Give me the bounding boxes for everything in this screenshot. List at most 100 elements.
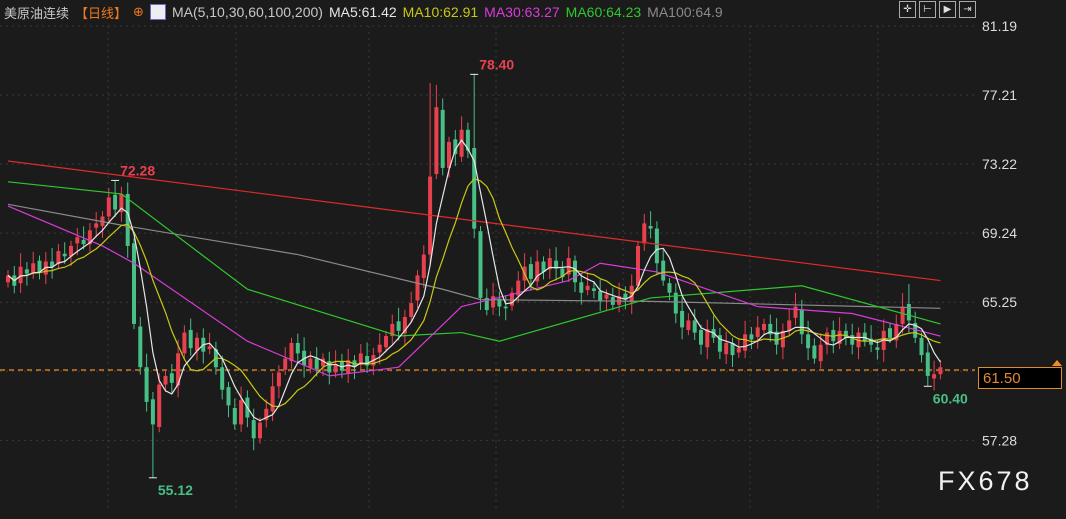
period-label[interactable]: 【日线】	[75, 6, 128, 22]
candle-body	[793, 306, 798, 318]
ma200-line	[7, 160, 941, 282]
candle-body	[163, 375, 168, 385]
candle-body	[888, 328, 892, 338]
candle-body	[465, 129, 470, 151]
crosshair-icon[interactable]: ✛	[899, 1, 916, 18]
candle-body	[491, 296, 496, 308]
candle-body	[339, 361, 344, 371]
candle-body	[396, 321, 401, 331]
candle-body	[6, 275, 10, 283]
candle-body	[182, 332, 187, 354]
candle-body	[447, 141, 451, 168]
candle-body	[37, 260, 42, 272]
candle-body	[673, 292, 678, 314]
candle-body	[762, 323, 766, 330]
candle-body	[654, 228, 659, 264]
candle-body	[510, 292, 514, 306]
play-icon[interactable]: ▶	[939, 1, 956, 18]
candle-body	[913, 323, 918, 338]
candle-body	[554, 260, 559, 269]
candle-body	[680, 310, 685, 328]
candle-body	[283, 358, 288, 370]
candle-body	[516, 280, 521, 296]
candle-body	[724, 342, 729, 355]
candle-body	[692, 320, 697, 333]
candle-body	[232, 407, 237, 425]
ma-settings[interactable]: MA(5,10,30,60,100,200)	[171, 4, 323, 20]
candle-body	[415, 275, 420, 301]
candle-body	[50, 261, 55, 267]
candle-body	[220, 367, 225, 390]
extreme-label: 60.40	[933, 390, 968, 406]
ma10-value: MA10:62.91	[402, 4, 479, 20]
candle-body	[365, 355, 370, 366]
candle-body	[774, 331, 779, 345]
candle-body	[402, 316, 407, 334]
candle-body	[541, 261, 546, 272]
candle-body	[453, 139, 458, 155]
candle-body	[780, 330, 785, 348]
candle-body	[579, 282, 584, 293]
candle-body	[699, 329, 703, 345]
candle-body	[125, 193, 130, 246]
candle-body	[31, 263, 36, 274]
candle-body	[276, 372, 281, 387]
candle-body	[591, 288, 596, 291]
candle-body	[875, 347, 880, 350]
ma60-value: MA60:64.23	[565, 4, 642, 20]
ma60-line	[7, 181, 941, 342]
candle-body	[755, 327, 760, 337]
candle-body	[818, 344, 823, 362]
candle-body	[119, 193, 124, 213]
candle-body	[169, 373, 174, 383]
candle-body	[642, 223, 647, 244]
candle-body	[295, 342, 300, 354]
candle-body	[321, 358, 325, 367]
y-tick-label: 81.19	[982, 18, 1017, 34]
candle-body	[157, 384, 162, 428]
candle-body	[636, 245, 640, 286]
candle-body	[598, 290, 603, 302]
indicator-chart-icon[interactable]	[149, 4, 166, 20]
candle-body	[314, 358, 319, 369]
y-tick-label: 77.21	[982, 87, 1017, 103]
candle-body	[150, 399, 155, 425]
candle-body	[308, 358, 313, 369]
add-indicator-icon[interactable]: ⊕	[133, 4, 144, 20]
candle-body	[850, 335, 855, 345]
candle-body	[258, 422, 262, 439]
candle-body	[604, 294, 609, 299]
candle-body	[919, 337, 924, 356]
ma5-value: MA5:61.42	[328, 4, 397, 20]
candle-body	[69, 245, 73, 257]
exit-icon[interactable]: ⇥	[959, 1, 976, 18]
candle-body	[24, 269, 29, 274]
candle-body	[932, 374, 937, 379]
candle-body	[787, 320, 792, 331]
candle-body	[843, 330, 848, 338]
candle-body	[478, 231, 483, 298]
candle-body	[81, 239, 86, 245]
candle-body	[768, 323, 773, 335]
candle-body	[503, 306, 508, 309]
candle-body	[837, 330, 842, 344]
candle-body	[434, 107, 439, 174]
candle-body	[906, 303, 911, 321]
candle-body	[686, 320, 691, 330]
chart-toolbar: ✛ ⊢ ▶ ⇥	[899, 1, 976, 18]
candle-body	[132, 243, 136, 324]
candle-body	[377, 344, 382, 353]
candle-body	[667, 283, 672, 293]
candle-body	[825, 332, 829, 345]
range-icon[interactable]: ⊢	[919, 1, 936, 18]
candle-body	[94, 223, 99, 228]
candle-body	[289, 342, 294, 362]
candle-body	[869, 338, 874, 345]
candle-body	[623, 293, 628, 300]
ma10-line	[7, 177, 941, 408]
candle-body	[730, 342, 735, 356]
candle-body	[736, 348, 741, 353]
candle-body	[560, 268, 565, 278]
